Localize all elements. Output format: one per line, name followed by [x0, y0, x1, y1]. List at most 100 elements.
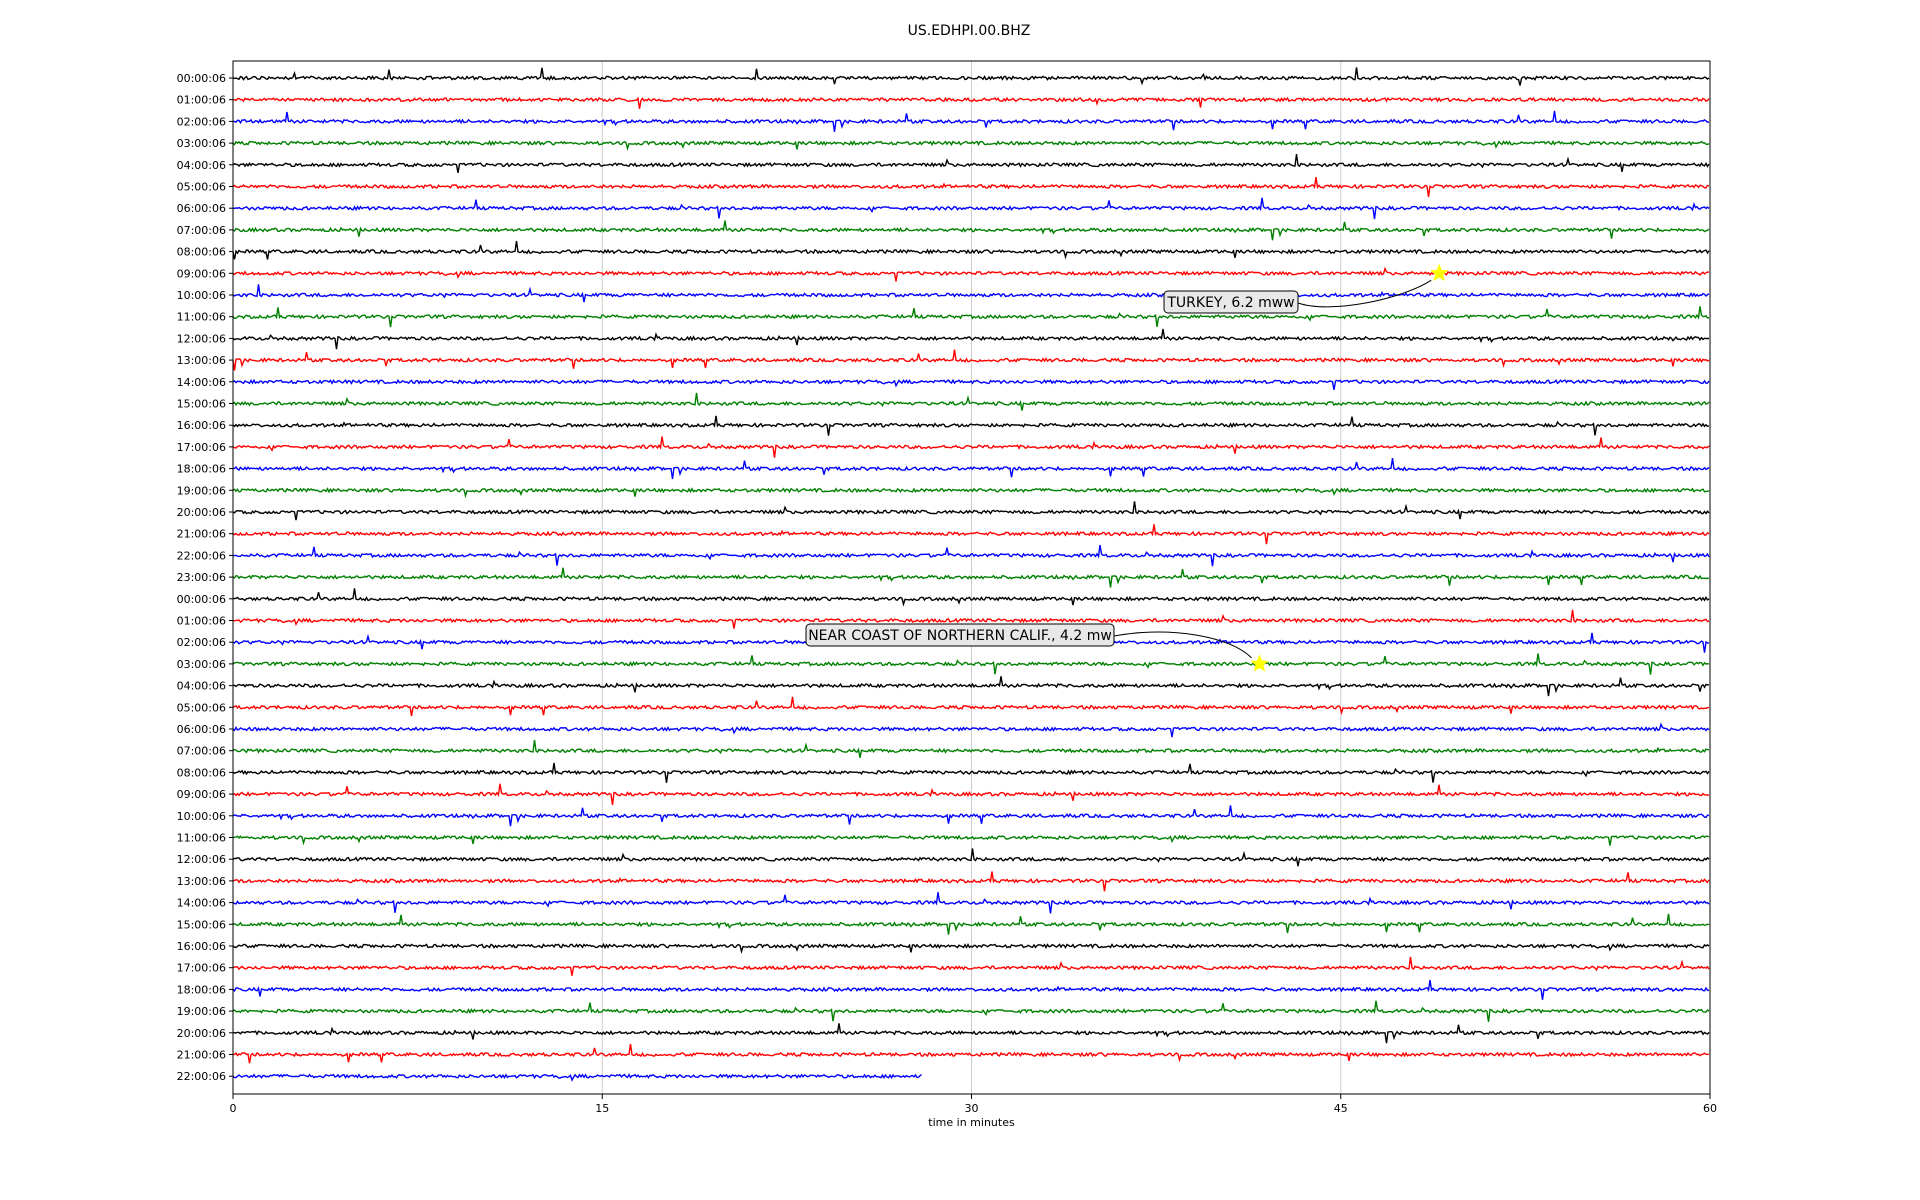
trace-row-39: [232, 913, 1710, 935]
trace-row-23: [232, 567, 1710, 588]
trace-row-24: [232, 588, 1710, 607]
event-label: NEAR COAST OF NORTHERN CALIF., 4.2 mw: [808, 628, 1112, 644]
trace-row-15: [232, 392, 1710, 411]
x-axis: 0 15 30 45 60: [230, 1094, 1717, 1115]
trace-row-16: [232, 415, 1710, 436]
trace-row-13: [232, 349, 1710, 371]
y-tick-label: 08:00:06: [177, 246, 226, 259]
y-tick-label: 21:00:06: [177, 1049, 226, 1062]
trace-row-37: [232, 871, 1710, 892]
y-tick-label: 12:00:06: [177, 332, 226, 345]
y-tick-label: 18:00:06: [177, 983, 226, 996]
trace-row-10: [232, 284, 1710, 303]
trace-row-14: [232, 378, 1710, 391]
y-tick-label: 19:00:06: [177, 484, 226, 497]
trace-row-44: [232, 1023, 1710, 1044]
y-tick-label: 10:00:06: [177, 289, 226, 302]
y-tick-label: 05:00:06: [177, 701, 226, 714]
annotation-box: [1163, 290, 1299, 314]
y-tick-label: 21:00:06: [177, 528, 226, 541]
trace-row-19: [232, 487, 1710, 499]
y-tick-label: 11:00:06: [177, 311, 226, 324]
y-tick-label: 12:00:06: [177, 853, 226, 866]
y-tick-label: 10:00:06: [177, 810, 226, 823]
y-tick-label: 01:00:06: [177, 94, 226, 107]
event-label: TURKEY, 6.2 mww: [1166, 295, 1294, 311]
trace-row-41: [232, 956, 1710, 976]
trace-row-36: [232, 848, 1710, 867]
trace-row-46: [232, 1073, 922, 1082]
x-tick-label: 15: [595, 1102, 609, 1115]
chart-title: US.EDHPI.00.BHZ: [908, 23, 1031, 39]
y-tick-label: 01:00:06: [177, 615, 226, 628]
trace-row-35: [232, 834, 1710, 846]
x-tick-label: 0: [230, 1102, 237, 1115]
trace-row-40: [232, 942, 1710, 954]
row-time-labels: 00:00:06 01:00:06 02:00:06 03:00:06 04:00:06…: [177, 72, 233, 1083]
trace-row-11: [232, 306, 1710, 328]
trace-row-4: [232, 154, 1710, 174]
trace-row-2: [233, 110, 1710, 132]
y-tick-label: 11:00:06: [177, 832, 226, 845]
trace-row-17: [232, 436, 1710, 458]
y-tick-label: 04:00:06: [177, 680, 226, 693]
event-annotations: TURKEY, 6.2 mww NEAR COAST OF NORTHERN CA…: [805, 263, 1449, 672]
y-tick-label: 04:00:06: [177, 159, 226, 172]
trace-row-33: [232, 783, 1710, 805]
y-tick-label: 09:00:06: [177, 788, 226, 801]
y-tick-label: 06:00:06: [177, 723, 226, 736]
trace-row-18: [232, 457, 1710, 480]
trace-row-32: [232, 762, 1710, 783]
y-tick-label: 00:00:06: [177, 593, 226, 606]
y-tick-label: 16:00:06: [177, 940, 226, 953]
y-tick-label: 14:00:06: [177, 897, 226, 910]
y-tick-label: 02:00:06: [177, 115, 226, 128]
y-tick-label: 20:00:06: [177, 506, 226, 519]
trace-row-12: [232, 328, 1710, 350]
y-tick-label: 19:00:06: [177, 1005, 226, 1018]
trace-row-5: [232, 176, 1710, 197]
y-tick-label: 08:00:06: [177, 766, 226, 779]
y-tick-label: 22:00:06: [177, 549, 226, 562]
trace-row-43: [232, 1000, 1710, 1022]
y-tick-label: 13:00:06: [177, 875, 226, 888]
y-tick-label: 05:00:06: [177, 181, 226, 194]
y-tick-label: 16:00:06: [177, 419, 226, 432]
trace-row-29: [232, 696, 1710, 717]
y-tick-label: 13:00:06: [177, 354, 226, 367]
trace-row-7: [232, 220, 1710, 241]
x-tick-label: 45: [1334, 1102, 1348, 1115]
y-tick-label: 23:00:06: [177, 571, 226, 584]
trace-row-0: [232, 67, 1710, 86]
trace-row-9: [232, 266, 1710, 282]
annotation-connector: [1297, 279, 1432, 308]
y-tick-label: 17:00:06: [177, 962, 226, 975]
y-tick-label: 07:00:06: [177, 745, 226, 758]
seismic-traces: [232, 67, 1710, 1082]
trace-row-6: [232, 197, 1710, 220]
y-tick-label: 15:00:06: [177, 918, 226, 931]
annotation-connector: [1113, 631, 1252, 659]
trace-row-28: [232, 676, 1709, 697]
y-tick-label: 03:00:06: [177, 658, 226, 671]
trace-row-45: [232, 1043, 1710, 1064]
trace-row-30: [232, 722, 1710, 738]
y-tick-label: 18:00:06: [177, 463, 226, 476]
y-tick-label: 03:00:06: [177, 137, 226, 150]
y-tick-label: 17:00:06: [177, 441, 226, 454]
event-star-marker: [1430, 263, 1449, 282]
x-tick-label: 30: [965, 1102, 979, 1115]
trace-row-31: [232, 739, 1709, 758]
trace-row-20: [232, 501, 1710, 521]
y-tick-label: 09:00:06: [177, 267, 226, 280]
trace-row-1: [233, 96, 1710, 109]
y-tick-label: 02:00:06: [177, 636, 226, 649]
y-tick-label: 22:00:06: [177, 1070, 226, 1083]
annotation-box: [805, 623, 1115, 647]
y-tick-label: 07:00:06: [177, 224, 226, 237]
trace-row-25: [232, 609, 1710, 629]
event-star-marker: [1250, 654, 1269, 672]
trace-row-3: [232, 139, 1710, 152]
y-tick-label: 06:00:06: [177, 202, 226, 215]
